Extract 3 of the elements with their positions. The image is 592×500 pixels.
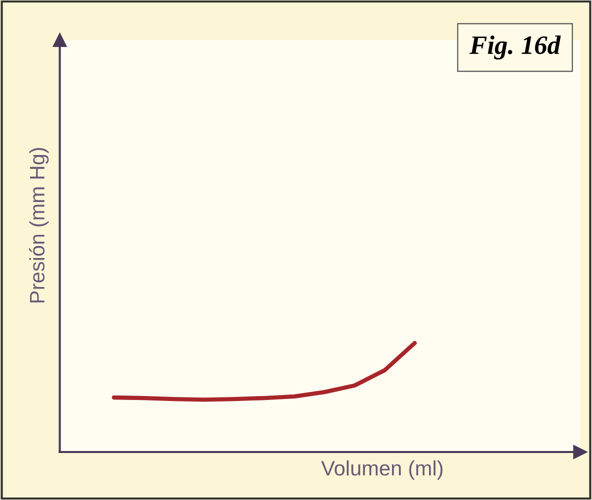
text: Fig. 16d [470,36,561,60]
x-axis-title: Volumen (ml) [321,460,442,480]
y-axis-title: Presión (mm Hg) [29,148,49,302]
